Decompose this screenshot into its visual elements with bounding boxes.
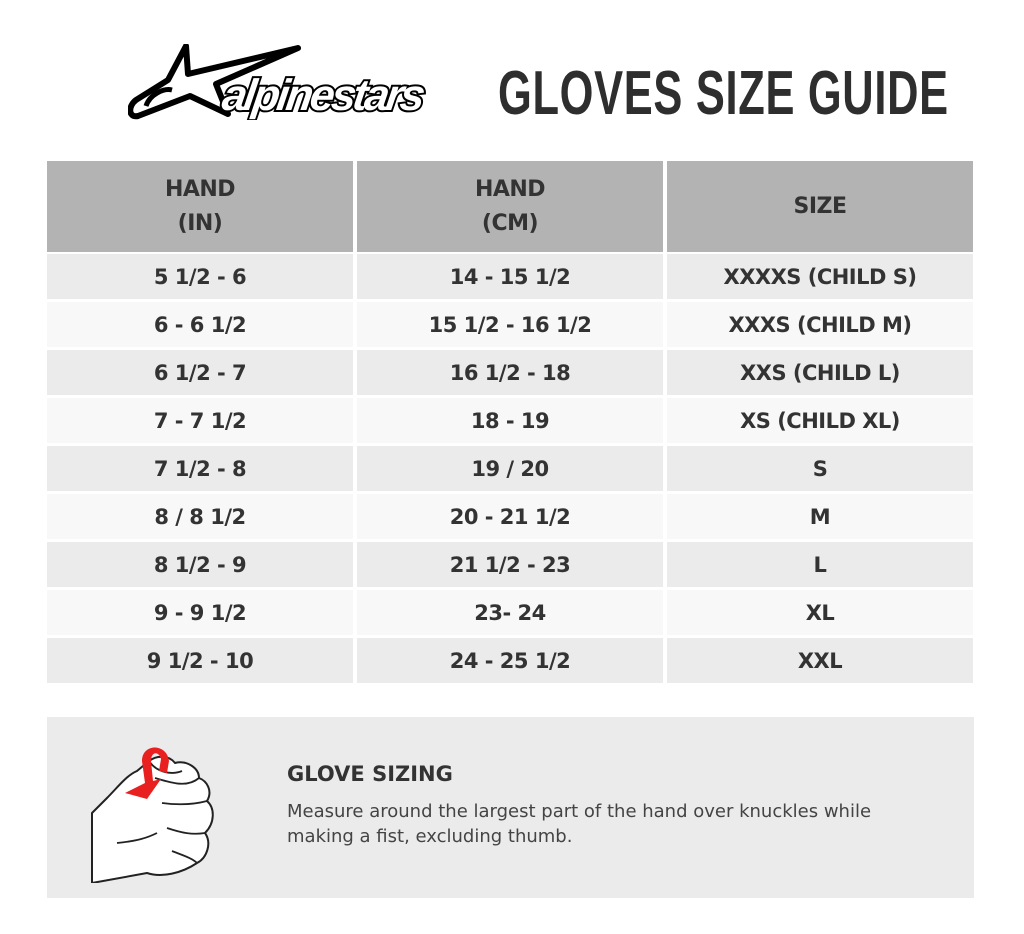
hand-fist-measure-icon: [87, 733, 227, 884]
size-cell: XXS (CHILD L): [667, 350, 973, 395]
size-table: HAND (IN) HAND (CM) SIZE 5 1/2 - 6 14 - 15 1/2…: [47, 161, 973, 686]
hand-cm-cell: 14 - 15 1/2: [357, 254, 663, 299]
glove-sizing-instructions: Measure around the largest part of the h…: [287, 801, 872, 847]
hand-cm-cell: 16 1/2 - 18: [357, 350, 663, 395]
column-header-line: (CM): [481, 210, 539, 236]
size-cell: XXL: [667, 638, 973, 683]
page-title: GLOVES SIZE GUIDE: [498, 59, 949, 128]
column-header: HAND (CM): [357, 161, 663, 252]
column-header-line: HAND: [474, 176, 546, 202]
size-cell: XXXS (CHILD M): [667, 302, 973, 347]
hand-cm-cell: 21 1/2 - 23: [357, 542, 663, 587]
glove-sizing-panel: GLOVE SIZING Measure around the largest …: [47, 717, 974, 898]
hand-cm-cell: 15 1/2 - 16 1/2: [357, 302, 663, 347]
hand-cm-cell: 18 - 19: [357, 398, 663, 443]
hand-cm-cell: 24 - 25 1/2: [357, 638, 663, 683]
alpinestars-logo: alpinestars: [127, 43, 478, 122]
hand-in-cell: 7 - 7 1/2: [47, 398, 353, 443]
hand-in-cell: 7 1/2 - 8: [47, 446, 353, 491]
hand-in-cell: 6 1/2 - 7: [47, 350, 353, 395]
column-header: SIZE: [667, 161, 973, 252]
size-cell: S: [667, 446, 973, 491]
size-cell: XXXXS (CHILD S): [667, 254, 973, 299]
hand-cm-cell: 23- 24: [357, 590, 663, 635]
size-cell: L: [667, 542, 973, 587]
column-header-line: HAND: [164, 176, 236, 202]
glove-sizing-title: GLOVE SIZING: [287, 762, 453, 786]
hand-in-cell: 8 1/2 - 9: [47, 542, 353, 587]
size-cell: XL: [667, 590, 973, 635]
column-header-line: SIZE: [793, 193, 847, 219]
column-header-line: (IN): [177, 210, 223, 236]
logo-text: alpinestars: [219, 71, 428, 120]
size-cell: M: [667, 494, 973, 539]
hand-cm-cell: 19 / 20: [357, 446, 663, 491]
hand-in-cell: 6 - 6 1/2: [47, 302, 353, 347]
hand-in-cell: 8 / 8 1/2: [47, 494, 353, 539]
hand-in-cell: 9 - 9 1/2: [47, 590, 353, 635]
column-header: HAND (IN): [47, 161, 353, 252]
hand-in-cell: 9 1/2 - 10: [47, 638, 353, 683]
hand-cm-cell: 20 - 21 1/2: [357, 494, 663, 539]
size-cell: XS (CHILD XL): [667, 398, 973, 443]
hand-in-cell: 5 1/2 - 6: [47, 254, 353, 299]
